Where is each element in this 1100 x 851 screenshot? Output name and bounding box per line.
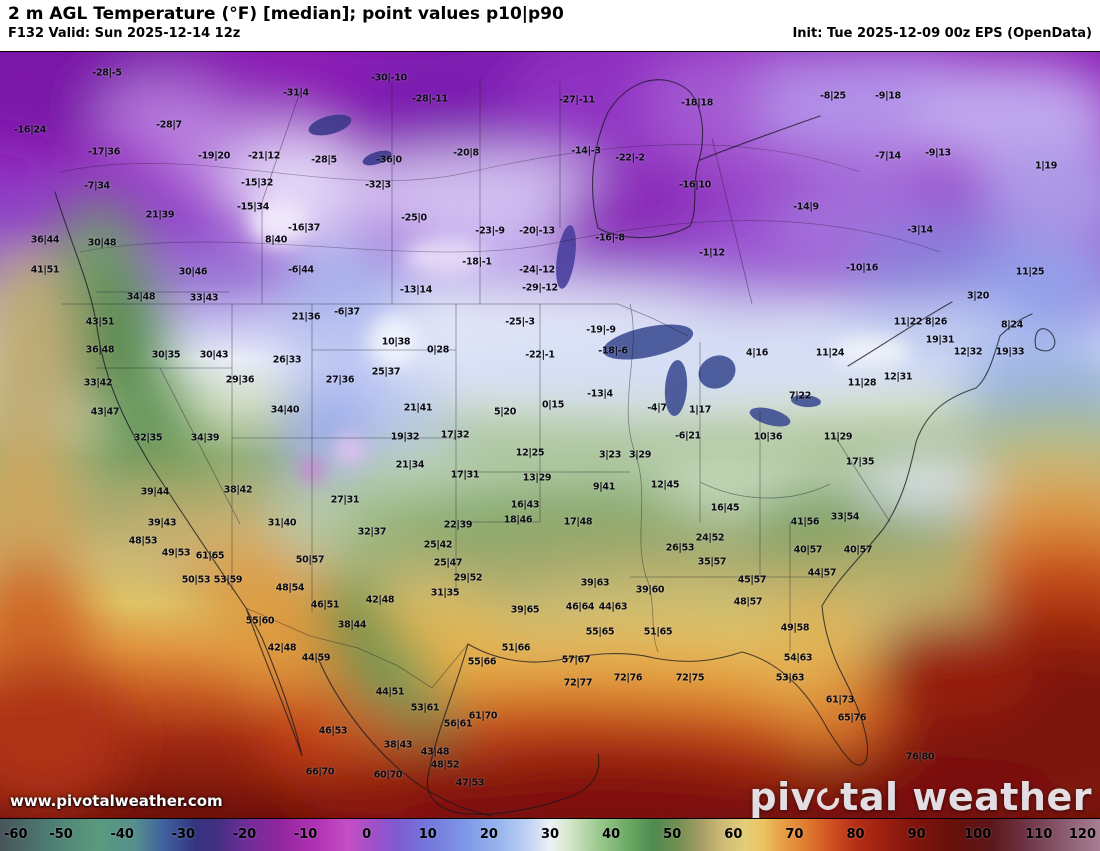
colorbar-legend: -60 -50 -40 -30 -20 -10 0 10 20 30 40 50 60 70 80 90 100… bbox=[0, 818, 1100, 851]
colorbar-tick: 10 bbox=[418, 827, 437, 842]
brand-watermark: piv tal weather bbox=[749, 778, 1092, 816]
colorbar-tick: -60 bbox=[4, 827, 28, 842]
colorbar-tick: -50 bbox=[49, 827, 73, 842]
colorbar-tick: -10 bbox=[293, 827, 318, 842]
colorbar-tick: 20 bbox=[479, 827, 498, 842]
colorbar-tick: 90 bbox=[907, 827, 926, 842]
colorbar-tick: -40 bbox=[110, 827, 134, 842]
lakes-layer bbox=[308, 114, 821, 427]
forecast-valid-label: F132 Valid: Sun 2025-12-14 12z bbox=[8, 26, 241, 42]
brand-text-piv: piv bbox=[749, 775, 816, 819]
map-header: 2 m AGL Temperature (°F) [median]; point… bbox=[0, 0, 1100, 52]
colorbar-tick: 40 bbox=[602, 827, 621, 842]
map-subtitle-row: F132 Valid: Sun 2025-12-14 12z Init: Tue… bbox=[8, 26, 1092, 41]
contour-lines-layer bbox=[59, 144, 941, 253]
colorbar-tick: 100 bbox=[964, 827, 992, 842]
colorbar-tick: 30 bbox=[540, 827, 560, 842]
state-borders-layer bbox=[62, 78, 891, 689]
map-area bbox=[0, 52, 1100, 818]
brand-swirl-icon bbox=[812, 783, 844, 815]
colorbar-tick: 80 bbox=[846, 827, 865, 842]
colorbar-tick: -20 bbox=[232, 827, 257, 842]
colorbar-tick: 120 bbox=[1068, 827, 1096, 842]
brand-text-rest: tal weather bbox=[840, 775, 1092, 819]
colorbar-tick: 0 bbox=[362, 827, 372, 842]
colorbar-gradient bbox=[0, 819, 1100, 851]
colorbar-tick: 110 bbox=[1025, 827, 1053, 842]
colorbar-tick: 50 bbox=[663, 827, 682, 842]
colorbar-tick: 70 bbox=[785, 827, 804, 842]
colorbar-tick: -30 bbox=[171, 827, 196, 842]
site-watermark: www.pivotalweather.com bbox=[10, 792, 223, 810]
colorbar-tick: 60 bbox=[724, 827, 743, 842]
temperature-map-canvas bbox=[0, 52, 1100, 818]
coastline-layer bbox=[54, 79, 1056, 817]
map-title: 2 m AGL Temperature (°F) [median]; point… bbox=[8, 4, 564, 24]
colorbar-ticks: -60 -50 -40 -30 -20 -10 0 10 20 30 40 50 60 70 80 90 100… bbox=[0, 819, 1100, 851]
init-label: Init: Tue 2025-12-09 00z EPS (OpenData) bbox=[792, 26, 1092, 42]
